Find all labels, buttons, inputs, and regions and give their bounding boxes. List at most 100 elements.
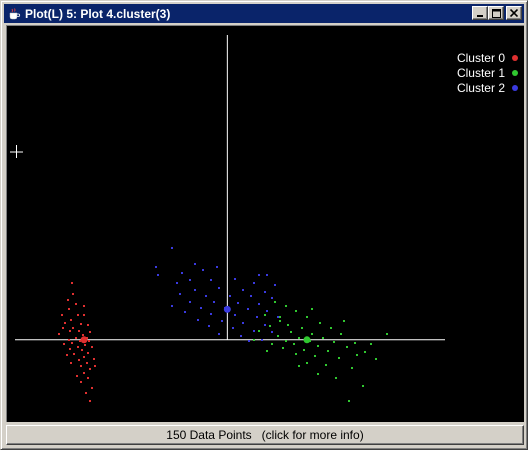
legend-item-cluster-2[interactable]: Cluster 2: [457, 80, 518, 95]
data-point-cluster-1: [343, 320, 345, 322]
data-point-cluster-1: [295, 353, 297, 355]
data-point-cluster-0: [68, 308, 70, 310]
data-point-cluster-2: [210, 313, 212, 315]
data-point-cluster-0: [89, 368, 91, 370]
data-point-cluster-2: [197, 319, 199, 321]
scatter-plot[interactable]: [7, 26, 525, 423]
data-point-cluster-2: [264, 291, 266, 293]
centroid-cluster-2[interactable]: [223, 305, 231, 313]
maximize-button[interactable]: [488, 6, 504, 20]
data-point-cluster-0: [78, 330, 80, 332]
data-point-cluster-2: [155, 266, 157, 268]
data-point-cluster-0: [87, 352, 89, 354]
data-point-cluster-1: [330, 327, 332, 329]
data-point-cluster-2: [271, 297, 273, 299]
data-point-cluster-2: [200, 307, 202, 309]
data-point-cluster-1: [325, 364, 327, 366]
data-point-cluster-1: [362, 385, 364, 387]
data-point-cluster-0: [82, 334, 84, 336]
data-point-cluster-1: [333, 341, 335, 343]
minimize-button[interactable]: [472, 6, 488, 20]
java-cup-icon: [6, 6, 22, 22]
crosshair-cursor-icon: [10, 145, 23, 158]
data-point-cluster-2: [234, 314, 236, 316]
data-point-cluster-0: [63, 343, 65, 345]
scatter-plot-area[interactable]: Cluster 0 Cluster 1 Cluster 2: [6, 25, 524, 422]
legend-label: Cluster 2: [456, 80, 505, 95]
data-point-cluster-1: [274, 301, 276, 303]
data-points-info-button[interactable]: 150 Data Points (click for more info): [6, 425, 524, 445]
data-point-cluster-1: [306, 316, 308, 318]
data-point-cluster-2: [208, 325, 210, 327]
data-point-cluster-1: [317, 373, 319, 375]
centroid-cluster-1[interactable]: [303, 336, 311, 344]
data-point-cluster-0: [81, 349, 83, 351]
maximize-icon: [491, 8, 501, 18]
data-point-cluster-2: [205, 295, 207, 297]
data-point-cluster-1: [346, 346, 348, 348]
data-point-cluster-2: [237, 302, 239, 304]
data-point-cluster-0: [64, 322, 66, 324]
data-point-cluster-1: [364, 351, 366, 353]
data-point-cluster-1: [314, 355, 316, 357]
data-point-cluster-1: [287, 324, 289, 326]
data-point-cluster-0: [94, 365, 96, 367]
title-buttons: [472, 6, 522, 20]
data-point-cluster-2: [277, 316, 279, 318]
data-point-cluster-1: [375, 358, 377, 360]
data-point-cluster-0: [72, 327, 74, 329]
legend-item-cluster-1[interactable]: Cluster 1: [457, 65, 518, 80]
data-point-cluster-2: [250, 295, 252, 297]
data-point-cluster-1: [282, 347, 284, 349]
data-point-cluster-2: [202, 269, 204, 271]
close-button[interactable]: [506, 6, 522, 20]
data-point-cluster-1: [301, 327, 303, 329]
data-point-cluster-1: [293, 343, 295, 345]
data-point-cluster-2: [258, 303, 260, 305]
legend-marker: [512, 69, 518, 76]
data-point-cluster-0: [62, 327, 64, 329]
data-point-cluster-2: [242, 289, 244, 291]
data-point-cluster-1: [335, 377, 337, 379]
data-point-cluster-1: [356, 354, 358, 356]
data-point-cluster-1: [319, 322, 321, 324]
data-point-cluster-0: [66, 354, 68, 356]
data-point-cluster-0: [83, 314, 85, 316]
title-bar[interactable]: Plot(L) 5: Plot 4.cluster(3): [4, 4, 524, 23]
data-point-cluster-1: [264, 314, 266, 316]
data-point-cluster-2: [179, 293, 181, 295]
axes: [15, 35, 445, 341]
data-point-cluster-2: [264, 324, 266, 326]
data-point-cluster-2: [229, 295, 231, 297]
data-point-cluster-0: [87, 324, 89, 326]
data-point-cluster-1: [298, 337, 300, 339]
data-point-cluster-0: [58, 333, 60, 335]
data-point-cluster-1: [290, 331, 292, 333]
data-points: [58, 247, 388, 402]
data-point-cluster-0: [89, 400, 91, 402]
data-point-cluster-2: [194, 263, 196, 265]
data-point-cluster-2: [176, 282, 178, 284]
data-point-cluster-2: [181, 272, 183, 274]
window-title: Plot(L) 5: Plot 4.cluster(3): [25, 6, 171, 21]
data-point-cluster-0: [70, 362, 72, 364]
legend-item-cluster-0[interactable]: Cluster 0: [457, 50, 518, 65]
data-point-cluster-2: [266, 274, 268, 276]
data-point-cluster-0: [77, 314, 79, 316]
data-point-cluster-0: [75, 337, 77, 339]
centroid-cluster-0[interactable]: [80, 336, 88, 344]
data-point-cluster-2: [216, 266, 218, 268]
data-point-cluster-1: [269, 325, 271, 327]
data-point-cluster-0: [61, 314, 63, 316]
data-point-cluster-0: [93, 358, 95, 360]
data-point-cluster-2: [261, 339, 263, 341]
data-point-cluster-2: [274, 284, 276, 286]
data-point-cluster-2: [232, 327, 234, 329]
data-point-cluster-2: [247, 308, 249, 310]
data-point-cluster-2: [157, 274, 159, 276]
data-point-cluster-1: [306, 362, 308, 364]
data-point-cluster-2: [171, 305, 173, 307]
data-point-cluster-1: [258, 330, 260, 332]
data-point-cluster-2: [256, 316, 258, 318]
